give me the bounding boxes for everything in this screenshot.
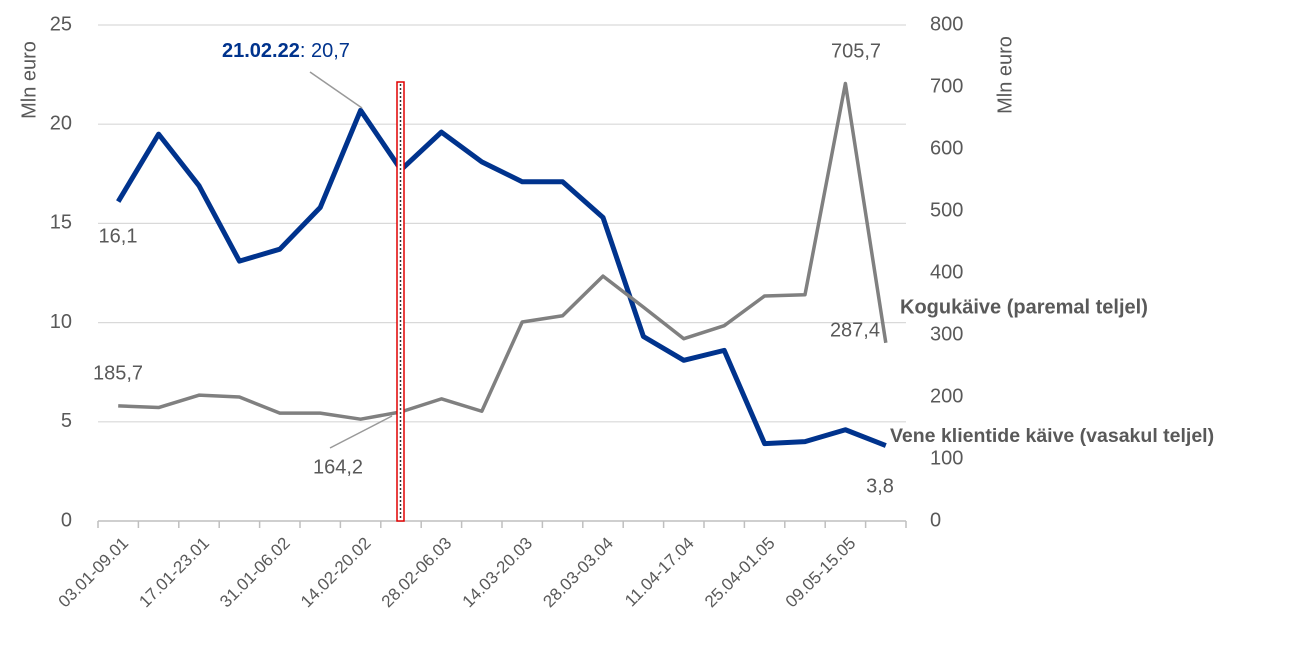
- y-tick-label: 5: [61, 410, 72, 432]
- data-label: 287,4: [830, 319, 880, 341]
- x-tick-label: 03.01-09.01: [55, 534, 133, 612]
- y2-tick-label: 800: [930, 13, 963, 35]
- y-tick-label: 15: [50, 212, 72, 234]
- y-tick-label: 25: [50, 13, 72, 35]
- data-label: 3,8: [866, 475, 894, 497]
- x-tick-label: 31.01-06.02: [216, 534, 294, 612]
- y-axis-label: Mln euro: [18, 41, 40, 119]
- legend-label: Kogukäive (paremal teljel): [900, 296, 1148, 318]
- leader-line: [329, 415, 393, 449]
- leader-line: [309, 71, 363, 109]
- y2-axis-label: Mln euro: [994, 36, 1016, 114]
- y2-tick-label: 400: [930, 261, 963, 283]
- x-tick-label: 11.04-17.04: [621, 534, 698, 611]
- legend-label: Vene klientide käive (vasakul teljel): [890, 425, 1214, 447]
- y2-tick-label: 700: [930, 75, 963, 97]
- x-tick-label: 28.03-03.04: [539, 534, 617, 612]
- y2-tick-label: 600: [930, 137, 963, 159]
- annotation-value: : 20,7: [300, 40, 350, 62]
- data-label: 164,2: [313, 456, 363, 478]
- series-line: [116, 107, 887, 448]
- data-label: 185,7: [93, 362, 143, 384]
- y2-tick-label: 500: [930, 199, 963, 221]
- y-tick-label: 0: [61, 509, 72, 531]
- annotation: 21.02.22: 20,7: [222, 40, 350, 62]
- y2-tick-label: 300: [930, 323, 963, 345]
- data-label: 16,1: [99, 225, 138, 247]
- y-tick-label: 20: [50, 112, 72, 134]
- x-tick-label: 28.02-06.03: [378, 534, 456, 612]
- x-tick-label: 14.03-20.03: [459, 534, 537, 612]
- x-tick-label: 17.01-23.01: [135, 534, 213, 612]
- data-label: 705,7: [831, 40, 881, 62]
- x-tick-label: 25.04-01.05: [701, 534, 779, 612]
- y2-tick-label: 0: [930, 509, 941, 531]
- annotation-date: 21.02.22: [222, 40, 300, 62]
- y2-tick-label: 100: [930, 447, 963, 469]
- x-tick-label: 14.02-20.02: [297, 534, 375, 612]
- series-line: [118, 81, 888, 421]
- y2-tick-label: 200: [930, 385, 963, 407]
- y-tick-label: 10: [50, 311, 72, 333]
- x-tick-label: 09.05-15.05: [782, 534, 860, 612]
